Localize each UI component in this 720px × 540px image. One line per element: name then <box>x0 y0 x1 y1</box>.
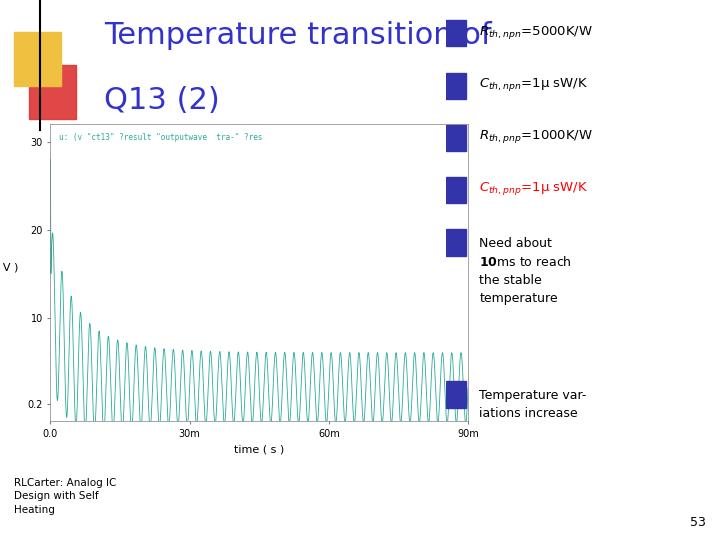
Text: $R_{th,npn}$=5000K/W: $R_{th,npn}$=5000K/W <box>480 24 593 40</box>
Bar <box>446 21 466 46</box>
Text: Temperature var-
iations increase: Temperature var- iations increase <box>480 389 587 420</box>
Text: $C_{th,pnp}$=1μ sW/K: $C_{th,pnp}$=1μ sW/K <box>480 180 588 198</box>
Bar <box>446 230 466 255</box>
Y-axis label: ( V ): ( V ) <box>0 262 18 273</box>
Text: $R_{th,pnp}$=1000K/W: $R_{th,pnp}$=1000K/W <box>480 128 593 145</box>
Text: u: (v "ct13" ?result "outputwave  tra-" ?res: u: (v "ct13" ?result "outputwave tra-" ?… <box>59 133 262 142</box>
Text: Q13 (2): Q13 (2) <box>104 85 220 114</box>
Text: Temperature transition of: Temperature transition of <box>104 22 492 50</box>
Text: 53: 53 <box>690 516 706 529</box>
Bar <box>446 381 466 408</box>
Text: $C_{th,npn}$=1μ sW/K: $C_{th,npn}$=1μ sW/K <box>480 76 588 93</box>
Bar <box>446 72 466 99</box>
X-axis label: time ( s ): time ( s ) <box>234 444 284 454</box>
Text: Need about 
$\bf{10}$ms to reach
the stable
temperature: Need about $\bf{10}$ms to reach the stab… <box>480 237 572 305</box>
Bar <box>446 125 466 151</box>
Text: RLCarter: Analog IC
Design with Self
Heating: RLCarter: Analog IC Design with Self Hea… <box>14 478 117 515</box>
Bar <box>446 177 466 203</box>
